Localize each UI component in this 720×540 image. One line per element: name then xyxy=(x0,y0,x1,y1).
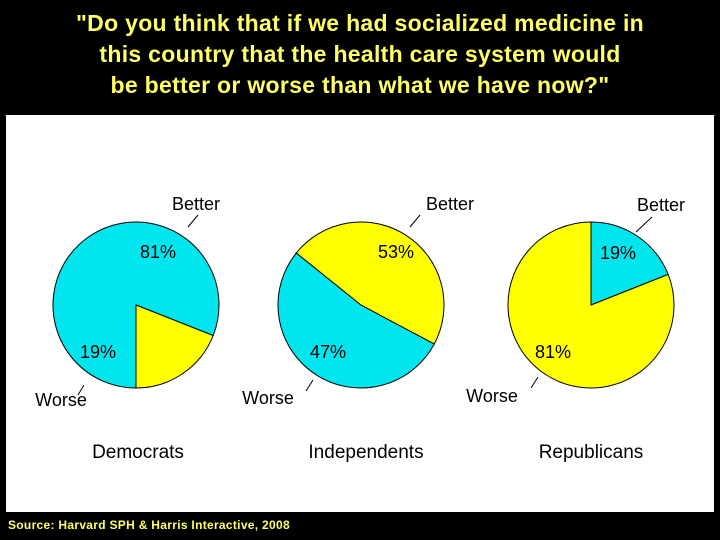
slice-worse xyxy=(295,221,445,345)
slice-category-label: Worse xyxy=(35,390,87,410)
chart-panel: 81% Better 19% Worse Democrats 53% Better 47% Wo… xyxy=(6,115,714,512)
slice-better xyxy=(52,221,220,389)
slice-value-label: 81% xyxy=(535,342,571,362)
title-line-3: be better or worse than what we have now… xyxy=(110,72,610,98)
leader-line xyxy=(305,379,314,392)
leader-line xyxy=(530,376,539,389)
slice-worse xyxy=(135,304,214,389)
slice-value-label: 47% xyxy=(310,342,346,362)
leader-line xyxy=(635,216,653,233)
slice-category-label: Better xyxy=(172,194,220,214)
group-label: Independents xyxy=(308,442,423,463)
pie-republicans: 19% Better 81% Worse Republicans xyxy=(466,195,685,463)
pie-democrats: 81% Better 19% Worse Democrats xyxy=(35,194,220,463)
group-label: Democrats xyxy=(92,442,184,463)
slice-value-label: 19% xyxy=(600,243,636,263)
slice-better xyxy=(277,252,435,389)
slice-value-label: 81% xyxy=(140,242,176,262)
slice-category-label: Better xyxy=(637,195,685,215)
slice-category-label: Worse xyxy=(242,388,294,408)
group-label: Republicans xyxy=(539,442,644,463)
slice-value-label: 19% xyxy=(80,342,116,362)
slice-category-label: Worse xyxy=(466,386,518,406)
leader-line xyxy=(187,214,199,228)
chart-title: "Do you think that if we had socialized … xyxy=(0,8,720,101)
slice-better xyxy=(590,221,669,306)
title-line-2: this country that the health care system… xyxy=(99,41,621,67)
title-line-1: "Do you think that if we had socialized … xyxy=(75,10,645,36)
leader-line xyxy=(77,384,85,396)
slice-value-label: 53% xyxy=(378,242,414,262)
source-note: Source: Harvard SPH & Harris Interactive… xyxy=(8,518,290,532)
pie-charts: 81% Better 19% Worse Democrats 53% Better 47% Wo… xyxy=(35,194,685,463)
leader-line xyxy=(409,214,421,228)
pie-independents: 53% Better 47% Worse Independents xyxy=(242,194,474,463)
slice-category-label: Better xyxy=(426,194,474,214)
slice-worse xyxy=(507,221,675,389)
